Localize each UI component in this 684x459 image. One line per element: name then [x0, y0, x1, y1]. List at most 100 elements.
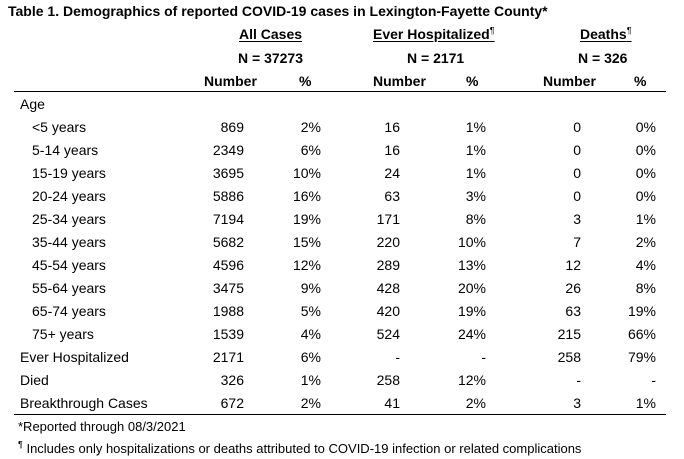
- footnote-hospitalization-note: ¶ Includes only hospitalizations or deat…: [18, 440, 581, 458]
- cell-hospitalized-number: 24: [384, 165, 400, 181]
- cell-all-cases-number: 3475: [212, 280, 244, 296]
- cell-deaths-percent: 79%: [627, 349, 656, 365]
- cell-deaths-percent: 19%: [627, 303, 656, 319]
- row-label: 5-14 years: [32, 142, 99, 158]
- cell-hospitalized-number: 63: [384, 188, 400, 204]
- cell-deaths-number: 0: [573, 188, 581, 204]
- cell-hospitalized-percent: 20%: [457, 280, 486, 296]
- cell-deaths-number: 215: [557, 326, 581, 342]
- group-header-label: Ever Hospitalized: [373, 26, 490, 42]
- cell-deaths-number: 3: [573, 395, 581, 411]
- cell-all-cases-percent: 1%: [300, 372, 321, 388]
- cell-hospitalized-number: 289: [376, 257, 400, 273]
- cell-hospitalized-number: 41: [384, 395, 400, 411]
- cell-all-cases-number: 1539: [212, 326, 244, 342]
- cell-all-cases-number: 672: [220, 395, 244, 411]
- cell-all-cases-percent: 5%: [300, 303, 321, 319]
- cell-all-cases-number: 326: [220, 372, 244, 388]
- cell-deaths-number: 7: [573, 234, 581, 250]
- n-total-ever-hospitalized: N = 2171: [407, 50, 465, 66]
- group-header-ever-hospitalized: Ever Hospitalized¶: [373, 25, 495, 43]
- cell-all-cases-number: 869: [220, 119, 244, 135]
- cell-deaths-number: 12: [565, 257, 581, 273]
- cell-hospitalized-number: 258: [376, 372, 400, 388]
- cell-deaths-number: 26: [565, 280, 581, 296]
- cell-all-cases-number: 4596: [212, 257, 244, 273]
- cell-hospitalized-percent: 13%: [457, 257, 486, 273]
- row-label: 15-19 years: [32, 165, 106, 181]
- cell-hospitalized-number: 220: [376, 234, 400, 250]
- cell-hospitalized-percent: 24%: [457, 326, 486, 342]
- cell-hospitalized-number: -: [395, 349, 400, 365]
- cell-hospitalized-number: 524: [376, 326, 400, 342]
- row-label: Breakthrough Cases: [20, 395, 148, 411]
- cell-hospitalized-percent: 1%: [465, 142, 486, 158]
- row-label: Ever Hospitalized: [20, 349, 129, 365]
- subheader-percent: %: [634, 73, 647, 89]
- subheader-number: Number: [373, 73, 426, 89]
- row-label: 55-64 years: [32, 280, 106, 296]
- cell-all-cases-number: 2171: [212, 349, 244, 365]
- n-total-deaths: N = 326: [578, 50, 628, 66]
- cell-all-cases-number: 7194: [212, 211, 244, 227]
- group-header-label: Deaths: [580, 26, 627, 42]
- row-label: 35-44 years: [32, 234, 106, 250]
- cell-deaths-percent: 2%: [635, 234, 656, 250]
- footnote-reported-date: *Reported through 08/3/2021: [18, 418, 186, 436]
- cell-all-cases-percent: 9%: [300, 280, 321, 296]
- cell-all-cases-percent: 15%: [292, 234, 321, 250]
- cell-deaths-percent: 0%: [635, 165, 656, 181]
- cell-all-cases-percent: 4%: [300, 326, 321, 342]
- cell-deaths-percent: 0%: [635, 142, 656, 158]
- cell-deaths-number: -: [576, 372, 581, 388]
- cell-all-cases-percent: 10%: [292, 165, 321, 181]
- cell-deaths-number: 0: [573, 165, 581, 181]
- pilcrow-mark: ¶: [489, 25, 495, 36]
- cell-all-cases-number: 5886: [212, 188, 244, 204]
- cell-all-cases-percent: 2%: [300, 119, 321, 135]
- cell-all-cases-number: 3695: [212, 165, 244, 181]
- cell-deaths-percent: 1%: [635, 395, 656, 411]
- cell-all-cases-percent: 16%: [292, 188, 321, 204]
- cell-deaths-number: 3: [573, 211, 581, 227]
- cell-hospitalized-percent: 1%: [465, 119, 486, 135]
- row-label: <5 years: [32, 119, 87, 135]
- group-header-label: All Cases: [239, 26, 303, 42]
- cell-hospitalized-percent: 8%: [465, 211, 486, 227]
- cell-all-cases-percent: 2%: [300, 395, 321, 411]
- cell-all-cases-percent: 19%: [292, 211, 321, 227]
- subheader-number: Number: [543, 73, 596, 89]
- subheader-percent: %: [466, 73, 479, 89]
- cell-all-cases-percent: 12%: [292, 257, 321, 273]
- cell-all-cases-percent: 6%: [300, 349, 321, 365]
- cell-deaths-number: 0: [573, 142, 581, 158]
- cell-hospitalized-percent: -: [481, 349, 486, 365]
- row-label: 75+ years: [32, 326, 94, 342]
- cell-hospitalized-number: 16: [384, 142, 400, 158]
- cell-deaths-number: 258: [557, 349, 581, 365]
- cell-deaths-number: 63: [565, 303, 581, 319]
- cell-deaths-percent: 66%: [627, 326, 656, 342]
- cell-deaths-percent: 8%: [635, 280, 656, 296]
- cell-all-cases-number: 1988: [212, 303, 244, 319]
- group-header-all-cases: All Cases: [239, 25, 302, 43]
- bottom-rule: [14, 414, 666, 415]
- cell-hospitalized-percent: 2%: [465, 395, 486, 411]
- group-header-deaths: Deaths¶: [580, 25, 632, 43]
- subheader-percent: %: [299, 73, 312, 89]
- footnote-text: *Reported through 08/3/2021: [18, 419, 186, 434]
- row-label: 65-74 years: [32, 303, 106, 319]
- row-label: 20-24 years: [32, 188, 106, 204]
- cell-hospitalized-percent: 3%: [465, 188, 486, 204]
- cell-all-cases-number: 2349: [212, 142, 244, 158]
- cell-hospitalized-percent: 19%: [457, 303, 486, 319]
- cell-all-cases-percent: 6%: [300, 142, 321, 158]
- cell-hospitalized-percent: 12%: [457, 372, 486, 388]
- section-label-age: Age: [20, 96, 45, 112]
- row-label: 45-54 years: [32, 257, 106, 273]
- cell-all-cases-number: 5682: [212, 234, 244, 250]
- subheader-number: Number: [204, 73, 257, 89]
- cell-hospitalized-number: 420: [376, 303, 400, 319]
- footnote-text: Includes only hospitalizations or deaths…: [22, 441, 582, 456]
